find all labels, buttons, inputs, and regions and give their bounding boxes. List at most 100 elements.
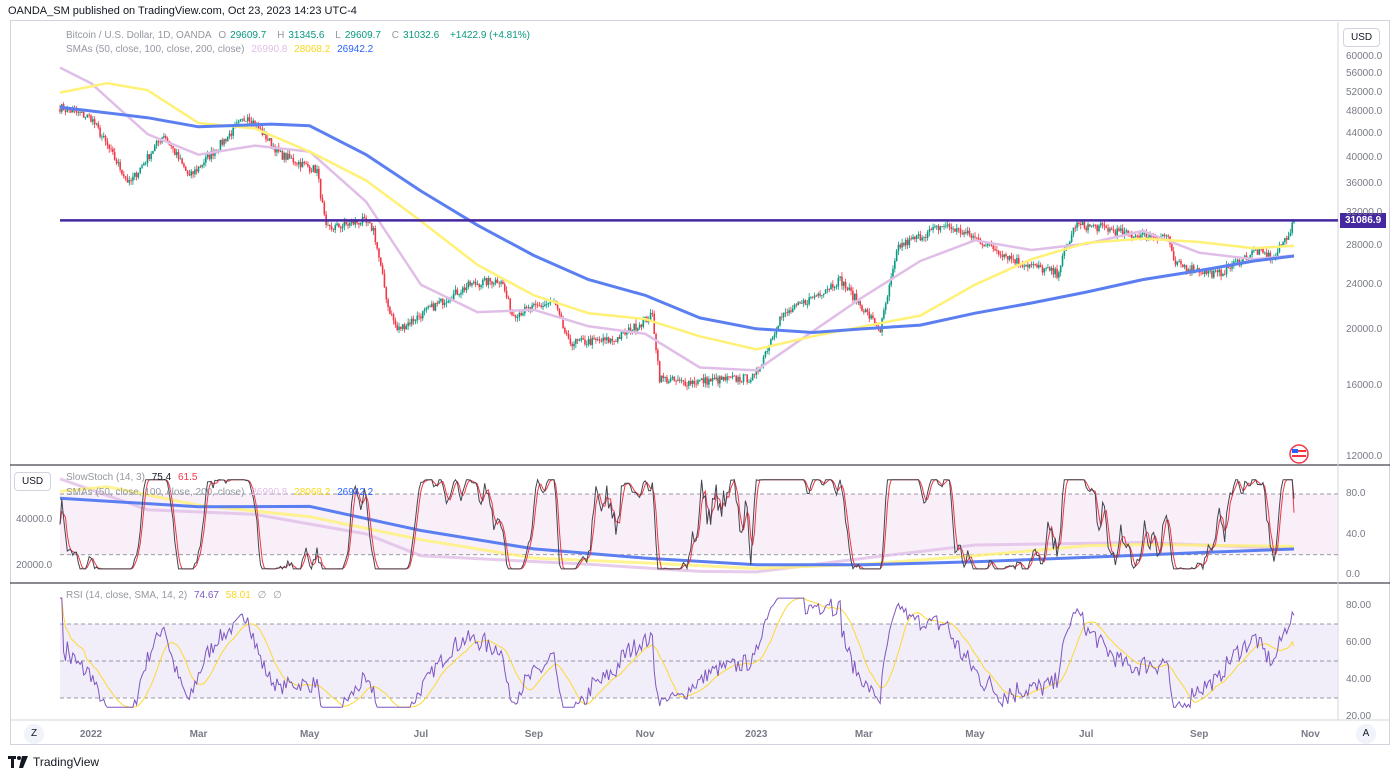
candle bbox=[751, 374, 754, 381]
candle bbox=[658, 361, 661, 383]
candle bbox=[985, 245, 987, 247]
candle bbox=[86, 114, 89, 117]
candle bbox=[930, 229, 933, 231]
candle bbox=[664, 376, 666, 378]
candle bbox=[567, 333, 570, 339]
price-tick-12: 12000.0 bbox=[1346, 451, 1383, 462]
candle bbox=[813, 295, 816, 298]
candle bbox=[339, 227, 342, 229]
sma100-line bbox=[59, 81, 1295, 351]
candle bbox=[538, 305, 541, 307]
candle bbox=[1103, 224, 1106, 227]
candle bbox=[1061, 255, 1064, 266]
candle bbox=[1264, 252, 1266, 254]
candle bbox=[795, 304, 798, 306]
tradingview-logo-icon[interactable] bbox=[8, 756, 28, 768]
candle bbox=[265, 131, 267, 140]
currency-button[interactable]: USD bbox=[1343, 28, 1381, 47]
candle bbox=[976, 237, 978, 239]
price-tick-2: 52000.0 bbox=[1346, 86, 1383, 98]
candle bbox=[912, 236, 914, 240]
candle bbox=[821, 295, 823, 296]
candle bbox=[505, 290, 508, 298]
candle bbox=[606, 337, 608, 341]
candle bbox=[759, 367, 761, 372]
candle bbox=[859, 301, 861, 306]
candle bbox=[861, 305, 863, 312]
candle bbox=[1130, 234, 1133, 238]
auto-scale-button[interactable]: A bbox=[1356, 724, 1376, 744]
candle bbox=[992, 245, 995, 250]
candle bbox=[569, 338, 572, 344]
candle bbox=[688, 380, 690, 386]
candle bbox=[416, 315, 419, 321]
price-tick-6: 36000.0 bbox=[1346, 177, 1383, 189]
candle bbox=[731, 375, 734, 378]
zoom-button[interactable]: Z bbox=[24, 724, 44, 744]
candle bbox=[762, 356, 765, 365]
rsi-ma-value: 58.01 bbox=[225, 590, 251, 601]
candle bbox=[994, 249, 996, 251]
candle bbox=[649, 312, 652, 321]
candle bbox=[179, 158, 182, 160]
candle bbox=[642, 319, 645, 327]
candle bbox=[691, 380, 694, 385]
currency-label-left[interactable]: USD bbox=[14, 472, 52, 491]
candle bbox=[201, 165, 203, 167]
candle bbox=[873, 318, 876, 325]
currency-flag-icon[interactable] bbox=[1289, 444, 1309, 464]
candle bbox=[514, 315, 517, 318]
brand-name[interactable]: TradingView bbox=[33, 755, 100, 769]
candle bbox=[126, 178, 129, 183]
candle bbox=[1025, 264, 1027, 267]
candle bbox=[1149, 234, 1151, 238]
symbol-title[interactable]: Bitcoin / U.S. Dollar, 1D, OANDA bbox=[66, 30, 212, 41]
candle bbox=[195, 169, 198, 172]
candle bbox=[175, 152, 178, 155]
stoch-legend-title[interactable]: SlowStoch (14, 3) bbox=[66, 472, 145, 483]
stoch-overlay-title[interactable]: SMAs (50, close, 100, close, 200, close) bbox=[66, 487, 245, 498]
candle bbox=[972, 236, 974, 238]
candle bbox=[536, 304, 539, 306]
candle bbox=[170, 144, 172, 147]
candle bbox=[1038, 264, 1040, 268]
candle bbox=[405, 325, 408, 330]
candle bbox=[802, 300, 805, 304]
candle bbox=[770, 339, 772, 346]
candle bbox=[157, 140, 160, 142]
candle bbox=[390, 314, 393, 315]
candle bbox=[939, 226, 942, 231]
flag-stripe bbox=[1292, 455, 1306, 457]
candle bbox=[857, 301, 860, 303]
sma-legend-title[interactable]: SMAs (50, close, 100, close, 200, close) bbox=[66, 44, 245, 55]
candle bbox=[396, 324, 399, 330]
candle bbox=[1183, 265, 1186, 267]
open-value: 29609.7 bbox=[230, 30, 267, 41]
candle bbox=[946, 224, 949, 226]
candle bbox=[392, 314, 395, 321]
candle bbox=[281, 151, 284, 160]
candle bbox=[1094, 225, 1097, 226]
candle bbox=[719, 376, 721, 384]
candle bbox=[1154, 237, 1157, 239]
stoch-overlay-sma50 bbox=[59, 477, 1295, 574]
candle bbox=[910, 238, 913, 240]
candle bbox=[589, 339, 592, 346]
candle bbox=[81, 111, 83, 113]
candle bbox=[250, 120, 253, 124]
candle bbox=[246, 117, 249, 122]
candle bbox=[418, 315, 420, 317]
candle bbox=[1134, 235, 1137, 238]
candle bbox=[241, 118, 244, 120]
candle bbox=[542, 305, 544, 308]
rsi-tick-0: 80.00 bbox=[1346, 599, 1372, 611]
candle bbox=[1163, 234, 1166, 236]
candle bbox=[443, 303, 446, 306]
rsi-legend-title[interactable]: RSI (14, close, SMA, 14, 2) bbox=[66, 590, 188, 601]
candle bbox=[660, 375, 663, 383]
candle bbox=[124, 176, 127, 179]
candle bbox=[469, 281, 471, 286]
time-tick-8: May bbox=[965, 729, 985, 740]
candle bbox=[624, 331, 626, 335]
